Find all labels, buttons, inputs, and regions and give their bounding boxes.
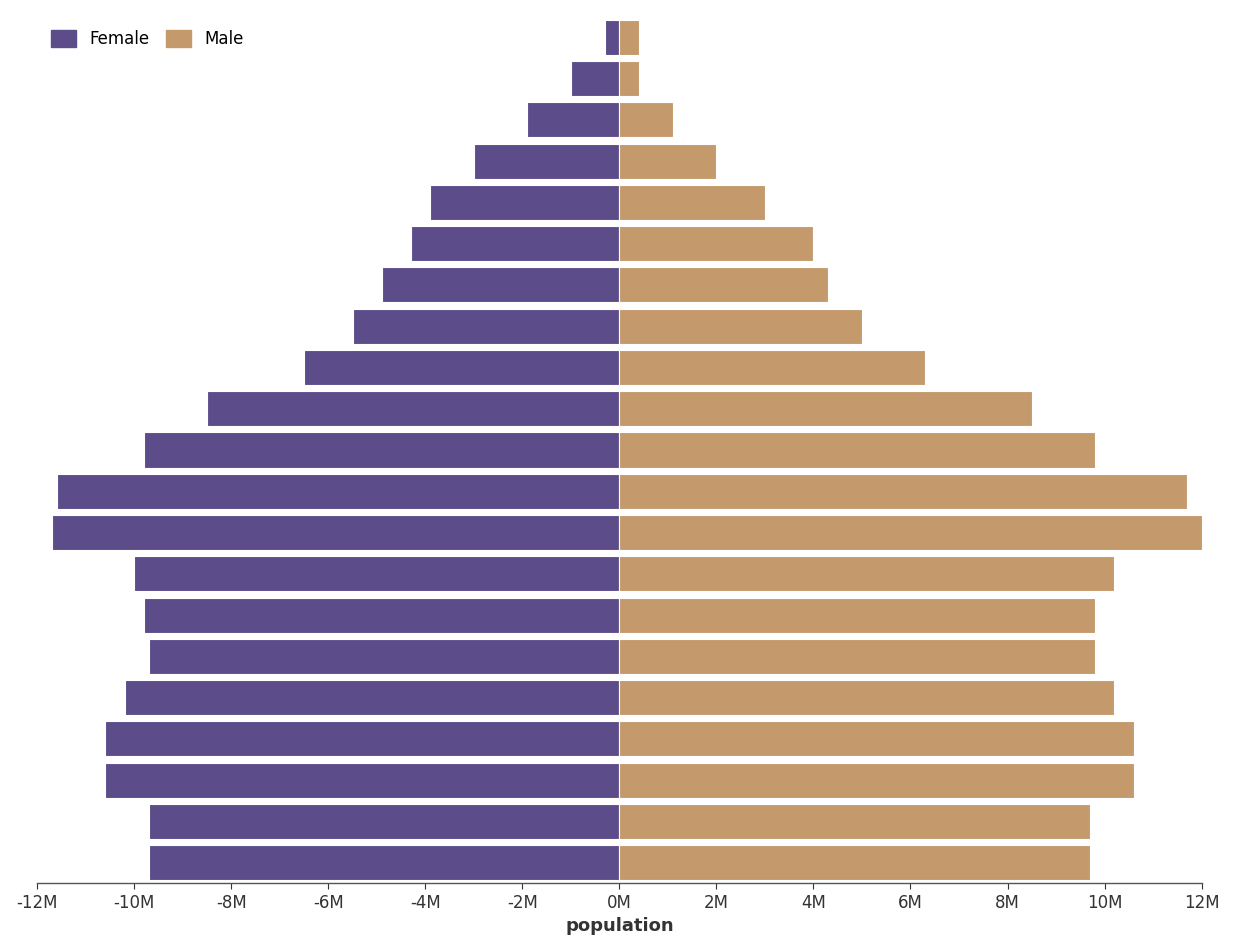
- Bar: [619, 803, 1090, 839]
- Bar: [619, 722, 1133, 757]
- Bar: [619, 474, 1187, 508]
- Bar: [619, 680, 1114, 715]
- Bar: [208, 391, 619, 426]
- Bar: [145, 598, 619, 633]
- Bar: [150, 639, 619, 674]
- Bar: [430, 185, 619, 220]
- Bar: [619, 639, 1095, 674]
- Bar: [57, 474, 619, 508]
- Bar: [105, 722, 619, 757]
- Bar: [304, 350, 619, 385]
- Bar: [52, 515, 619, 550]
- Bar: [619, 61, 639, 96]
- Bar: [619, 556, 1114, 591]
- Bar: [135, 556, 619, 591]
- Bar: [619, 432, 1095, 467]
- Bar: [619, 144, 717, 179]
- Bar: [619, 763, 1133, 798]
- Bar: [619, 350, 925, 385]
- Bar: [571, 61, 619, 96]
- Bar: [619, 268, 828, 303]
- Bar: [410, 227, 619, 261]
- Bar: [604, 20, 619, 55]
- Bar: [619, 515, 1201, 550]
- Bar: [352, 308, 619, 344]
- Bar: [619, 20, 639, 55]
- Bar: [619, 391, 1032, 426]
- Bar: [528, 102, 619, 137]
- Bar: [150, 803, 619, 839]
- Bar: [619, 185, 765, 220]
- Bar: [105, 763, 619, 798]
- Bar: [619, 598, 1095, 633]
- Bar: [125, 680, 619, 715]
- Bar: [145, 432, 619, 467]
- Bar: [619, 102, 672, 137]
- Bar: [150, 845, 619, 881]
- Bar: [382, 268, 619, 303]
- Bar: [473, 144, 619, 179]
- Bar: [619, 845, 1090, 881]
- X-axis label: population: population: [565, 918, 674, 935]
- Bar: [619, 308, 861, 344]
- Legend: Female, Male: Female, Male: [46, 25, 248, 53]
- Bar: [619, 227, 813, 261]
